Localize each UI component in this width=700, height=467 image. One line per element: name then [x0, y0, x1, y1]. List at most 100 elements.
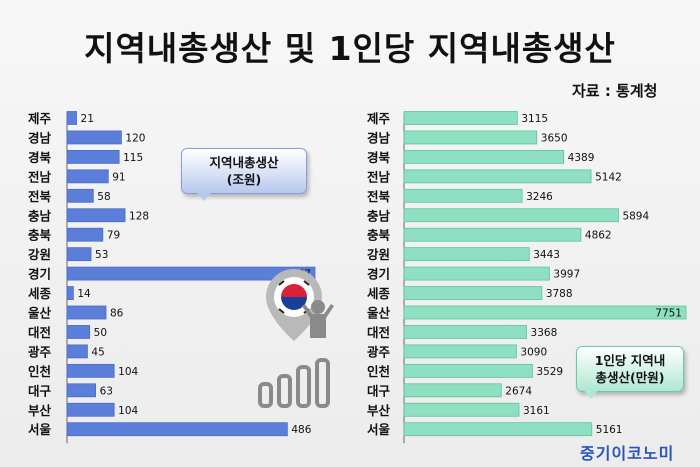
- bar-경북: [403, 149, 565, 164]
- value-label: 5142: [595, 171, 622, 183]
- brand-logo-text: 중기이코노미: [580, 444, 675, 463]
- illustration: [258, 269, 334, 408]
- category-label: 인천: [367, 364, 390, 379]
- value-label: 115: [123, 152, 143, 164]
- value-label: 3115: [521, 113, 548, 125]
- bar-전북: [403, 188, 523, 203]
- value-label: 3788: [546, 288, 573, 300]
- bar-경북: [66, 149, 120, 164]
- value-label: 120: [125, 132, 145, 144]
- bar-충남: [66, 208, 126, 223]
- category-label: 충북: [28, 228, 52, 243]
- value-label: 3368: [531, 327, 558, 339]
- category-label: 서울: [28, 422, 52, 437]
- value-label: 50: [94, 327, 107, 339]
- value-label: 128: [129, 210, 149, 222]
- bar-강원: [403, 247, 530, 262]
- callout-tail: [196, 191, 212, 201]
- bar-세종: [66, 286, 74, 300]
- category-label: 대전: [28, 325, 51, 340]
- category-label: 전북: [28, 189, 52, 204]
- bar-광주: [403, 344, 517, 359]
- callout-line-2: 총생산(만원): [595, 370, 665, 385]
- bar-경남: [66, 130, 122, 145]
- value-label: 7751: [655, 308, 682, 320]
- callout-tail: [583, 389, 599, 399]
- bar-제주: [66, 111, 77, 125]
- gdp-total-chart: 제주21경남120경북115전남91전북58충남128충북79강원53경기547…: [28, 111, 316, 444]
- callout-line-2: (조원): [226, 172, 262, 187]
- category-label: 대구: [367, 383, 391, 398]
- bar-부산: [66, 402, 115, 417]
- bar-충북: [66, 227, 104, 242]
- bar-부산: [403, 402, 520, 417]
- category-label: 세종: [367, 286, 391, 301]
- category-label: 제주: [28, 111, 52, 126]
- bar-대전: [403, 325, 527, 339]
- category-label: 충남: [28, 208, 52, 223]
- value-label: 3246: [526, 191, 553, 203]
- category-label: 서울: [367, 422, 391, 437]
- value-label: 5894: [622, 210, 649, 222]
- category-label: 충남: [367, 208, 391, 223]
- category-label: 충북: [367, 228, 391, 243]
- category-label: 울산: [367, 306, 391, 321]
- gdp-per-capita-callout: 1인당 지역내 총생산(만원): [576, 346, 684, 392]
- bar-서울: [403, 422, 593, 437]
- category-label: 경기: [28, 267, 51, 282]
- bar-울산: [403, 305, 687, 320]
- category-label: 광주: [367, 344, 391, 359]
- value-label: 104: [118, 366, 138, 378]
- value-label: 3529: [536, 366, 563, 378]
- category-label: 제주: [367, 111, 391, 126]
- value-label: 486: [291, 424, 311, 436]
- category-label: 전북: [367, 189, 391, 204]
- bar-대전: [66, 325, 91, 339]
- category-label: 인천: [28, 364, 51, 379]
- value-label: 14: [77, 288, 91, 300]
- korea-map-pin-icon: [266, 269, 322, 341]
- category-label: 전남: [367, 169, 391, 184]
- category-label: 경북: [367, 150, 391, 165]
- bar-서울: [66, 422, 288, 437]
- callout-line-1: 지역내총생산: [209, 155, 279, 170]
- value-label: 21: [81, 113, 94, 125]
- bar-충북: [403, 227, 582, 242]
- gdp-total-callout: 지역내총생산 (조원): [181, 148, 307, 194]
- value-label: 4862: [585, 230, 612, 242]
- category-label: 부산: [28, 403, 52, 418]
- gdp-per-capita-chart: 제주 3115 경남 3650 경북 4389 전남 5142 전북 3246 충남 5894 충북 48…: [367, 111, 687, 444]
- bar-인천: [403, 363, 533, 378]
- bar-세종: [403, 286, 543, 300]
- value-label: 91: [112, 171, 125, 183]
- category-label: 경남: [367, 130, 391, 145]
- bar-전남: [403, 169, 592, 184]
- value-label: 2674: [505, 385, 532, 397]
- value-label: 3997: [553, 269, 580, 281]
- value-label: 3090: [520, 346, 547, 358]
- growth-bars-icon: [258, 358, 330, 408]
- bar-인천: [66, 363, 115, 378]
- bar-대구: [66, 383, 96, 398]
- value-label: 3650: [541, 132, 568, 144]
- value-label: 58: [97, 191, 110, 203]
- value-label: 63: [100, 385, 113, 397]
- bar-제주: [403, 111, 518, 125]
- bar-광주: [66, 344, 88, 359]
- category-label: 전남: [28, 169, 52, 184]
- page-title: 지역내총생산 및 1인당 지역내총생산: [84, 29, 616, 68]
- value-label: 86: [110, 308, 124, 320]
- value-label: 3161: [523, 405, 550, 417]
- category-label: 경북: [28, 150, 52, 165]
- category-label: 세종: [28, 286, 52, 301]
- value-label: 4389: [568, 152, 595, 164]
- category-label: 경남: [28, 130, 52, 145]
- bar-경남: [403, 130, 538, 145]
- callout-line-1: 1인당 지역내: [594, 353, 666, 368]
- category-label: 울산: [28, 306, 52, 321]
- bar-충남: [403, 208, 619, 223]
- value-label: 3443: [533, 249, 560, 261]
- value-label: 79: [107, 230, 120, 242]
- category-label: 광주: [28, 344, 52, 359]
